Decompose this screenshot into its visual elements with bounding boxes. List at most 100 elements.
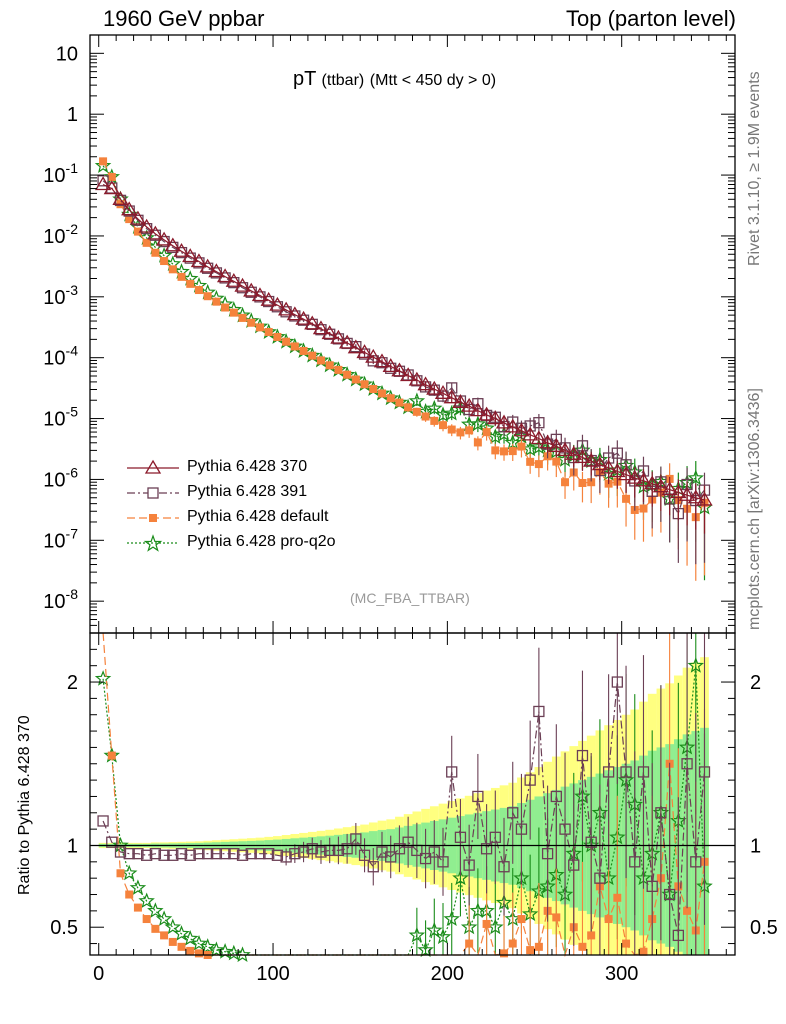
data-point [469,402,487,417]
data-point [491,446,500,455]
y-tick-label: 10-8 [43,586,78,613]
ratio-point [639,947,648,956]
ratio-point [604,915,613,924]
data-point [456,428,465,437]
y-ratio-ticks: 0.5 0.5 1 1 2 2 [50,648,778,945]
ratio-point [587,931,596,940]
ratio-point [622,939,631,948]
ratio-point [147,902,164,918]
ratio-point [116,869,125,878]
ratio-point [472,790,484,803]
data-point [556,442,574,457]
data-point [552,457,561,466]
plot-title: pT (ttbar) (Mtt < 450 dy > 0) [293,68,496,91]
data-point [446,382,458,394]
data-point [208,263,225,278]
data-point [439,421,448,430]
data-point [652,478,670,493]
header-left: 1960 GeV ppbar [103,6,265,31]
ratio-point [594,872,606,884]
ratio-point [177,942,186,951]
data-point [238,313,247,322]
ratio-point [698,766,711,778]
ratio-point [629,856,641,868]
data-point [687,469,704,486]
ratio-point [254,848,266,860]
ratio-point [164,918,182,935]
ratio-point [289,848,301,860]
ratio-point [167,849,179,861]
ratio-point [315,846,327,858]
data-point [487,410,504,425]
data-point [369,384,378,393]
ratio-point [228,848,240,860]
data-point [644,475,661,490]
ratio-point [428,846,440,858]
ratio-point [125,890,134,899]
data-point [574,449,591,464]
x-tick-label: 100 [256,963,289,985]
ratio-point [175,848,188,860]
data-point [103,180,120,195]
data-point [97,175,109,187]
ratio-point [602,766,615,778]
data-point [425,399,443,416]
data-point [164,237,181,252]
ratio-point [358,849,371,861]
data-point [290,342,299,351]
legend-label-391: Pythia 6.428 391 [187,483,308,500]
data-point [138,218,155,233]
title-sub2: (Mtt < 450 dy > 0) [369,72,497,89]
ratio-point [515,823,528,835]
data-point [539,434,556,449]
ratio-tick-label-right: 1 [750,835,761,857]
ratio-point [123,848,135,860]
data-point [465,426,474,435]
ratio-point [611,676,623,688]
ratio-point [402,836,414,848]
data-point [351,375,360,384]
data-point [617,466,635,481]
data-point [421,412,430,421]
ratio-point [236,849,249,861]
header-right: Top (parton level) [566,6,736,31]
data-point [391,362,408,377]
data-point [611,447,623,459]
data-point [255,323,264,332]
data-point [478,406,495,421]
data-point [216,268,234,283]
y-tick-label: 10-3 [43,282,78,309]
data-point [500,447,509,456]
data-point [151,248,160,257]
data-point [408,392,426,409]
ratio-point [498,861,510,873]
data-point [225,272,242,287]
ratio-point [443,910,460,927]
data-point [221,303,230,312]
legend-label-370: Pythia 6.428 370 [187,458,308,475]
data-point [534,460,543,469]
ratio-point [225,944,243,961]
data-point [360,380,369,389]
ratio-point [160,931,169,940]
ratio-point [234,946,251,963]
ratio-point [425,921,443,938]
data-point [147,225,164,240]
ratio-point [367,861,379,873]
title-sub1: (ttbar) [321,72,365,89]
ratio-point [480,843,493,855]
data-point [386,394,395,403]
main-line-default [102,161,706,519]
data-point [578,478,587,487]
data-point [155,231,173,246]
ratio-point [168,937,177,946]
data-point [304,315,321,330]
data-point [269,296,286,311]
data-point [452,394,469,408]
data-point [678,486,696,501]
data-point [343,370,352,379]
ratio-point [129,879,147,895]
ratio-point [683,906,692,915]
data-point [129,210,147,225]
ratio-point [133,903,142,912]
